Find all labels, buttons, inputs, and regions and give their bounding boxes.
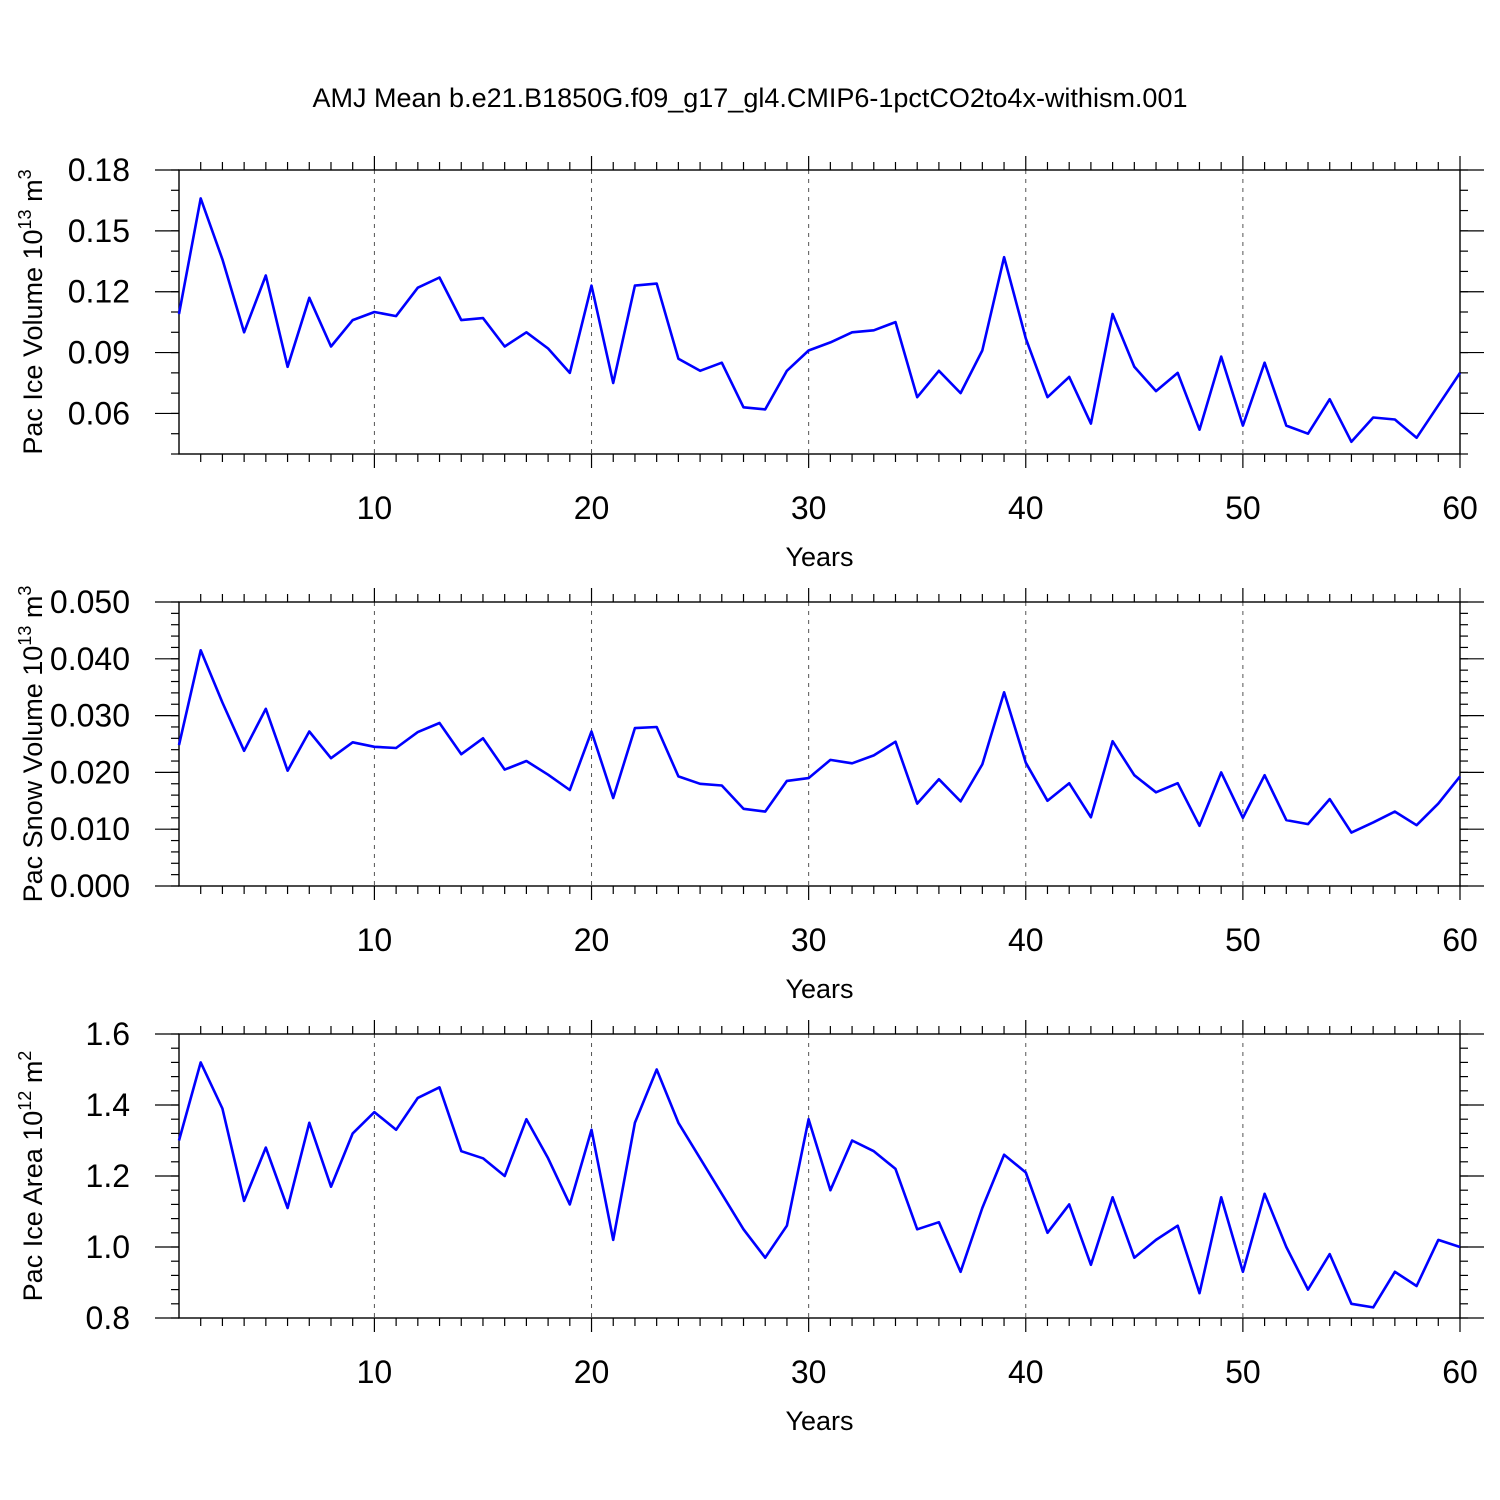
y-axis-label: Pac Snow Volume 1013 m3	[15, 586, 48, 903]
y-tick-label: 0.000	[50, 868, 130, 904]
y-tick-label: 0.020	[50, 754, 130, 790]
y-tick-label: 1.4	[86, 1087, 130, 1123]
y-tick-label: 1.2	[86, 1158, 130, 1194]
chart-panel-2: 0.000 0.010 0.020 0.030 0.040 0.050 10 20 30 40 50…	[15, 584, 1484, 1004]
data-line	[177, 197, 1462, 444]
y-label-main: Pac Snow Volume 10	[18, 646, 48, 903]
y-tick-label: 0.040	[50, 641, 130, 677]
y-tick-label: 0.030	[50, 698, 130, 734]
y-label-unit: m	[18, 1061, 48, 1091]
x-tick-label: 10	[357, 922, 393, 958]
x-tick-label: 30	[791, 1354, 827, 1390]
y-tick-label: 0.06	[68, 395, 130, 431]
y-tick-label: 0.12	[68, 274, 130, 310]
y-label-unit-exponent: 3	[15, 586, 35, 596]
x-tick-label: 20	[574, 922, 610, 958]
x-tick-label: 40	[1008, 1354, 1044, 1390]
y-label-exponent: 13	[15, 209, 35, 229]
x-tick-label: 60	[1442, 922, 1478, 958]
x-tick-label: 40	[1008, 490, 1044, 526]
x-tick-label: 50	[1225, 922, 1261, 958]
y-label-main: Pac Ice Volume 10	[18, 229, 48, 454]
x-tick-label: 50	[1225, 490, 1261, 526]
x-tick-label: 30	[791, 922, 827, 958]
y-tick-label: 0.15	[68, 213, 130, 249]
x-tick-label: 30	[791, 490, 827, 526]
data-line	[177, 648, 1462, 834]
x-axis-label: Years	[785, 974, 853, 1004]
y-label-exponent: 12	[15, 1091, 35, 1111]
y-tick-label: 0.8	[86, 1300, 130, 1336]
chart-panel-1: 0.06 0.09 0.12 0.15 0.18 10 20 30 40 50 60 Years Pac…	[15, 152, 1484, 572]
y-axis-label: Pac Ice Area 1012 m2	[15, 1051, 48, 1302]
y-tick-label: 0.010	[50, 811, 130, 847]
y-label-main: Pac Ice Area 10	[18, 1111, 48, 1302]
x-tick-label: 10	[357, 1354, 393, 1390]
y-tick-label: 1.6	[86, 1016, 130, 1052]
x-tick-label: 20	[574, 1354, 610, 1390]
y-label-unit-exponent: 2	[15, 1051, 35, 1061]
x-tick-label: 60	[1442, 1354, 1478, 1390]
y-tick-label: 0.18	[68, 152, 130, 188]
x-axis-label: Years	[785, 542, 853, 572]
data-line	[177, 1061, 1461, 1309]
y-tick-label: 0.09	[68, 335, 130, 371]
x-tick-label: 10	[357, 490, 393, 526]
y-label-unit-exponent: 3	[15, 169, 35, 179]
y-tick-label: 1.0	[86, 1229, 130, 1265]
chart-panel-3: 0.8 1.0 1.2 1.4 1.6 10 20 30 40 50 60 Years Pac Ice …	[15, 1016, 1484, 1436]
y-tick-label: 0.050	[50, 584, 130, 620]
x-tick-label: 20	[574, 490, 610, 526]
y-label-unit: m	[18, 179, 48, 209]
y-axis-label: Pac Ice Volume 1013 m3	[15, 169, 48, 454]
x-tick-label: 50	[1225, 1354, 1261, 1390]
plot-frame	[178, 601, 1461, 887]
x-axis-label: Years	[785, 1406, 853, 1436]
chart-title: AMJ Mean b.e21.B1850G.f09_g17_gl4.CMIP6-…	[313, 83, 1188, 113]
y-label-exponent: 13	[15, 626, 35, 646]
x-tick-label: 40	[1008, 922, 1044, 958]
x-tick-label: 60	[1442, 490, 1478, 526]
plot-frame	[178, 1033, 1461, 1319]
y-label-unit: m	[18, 596, 48, 626]
